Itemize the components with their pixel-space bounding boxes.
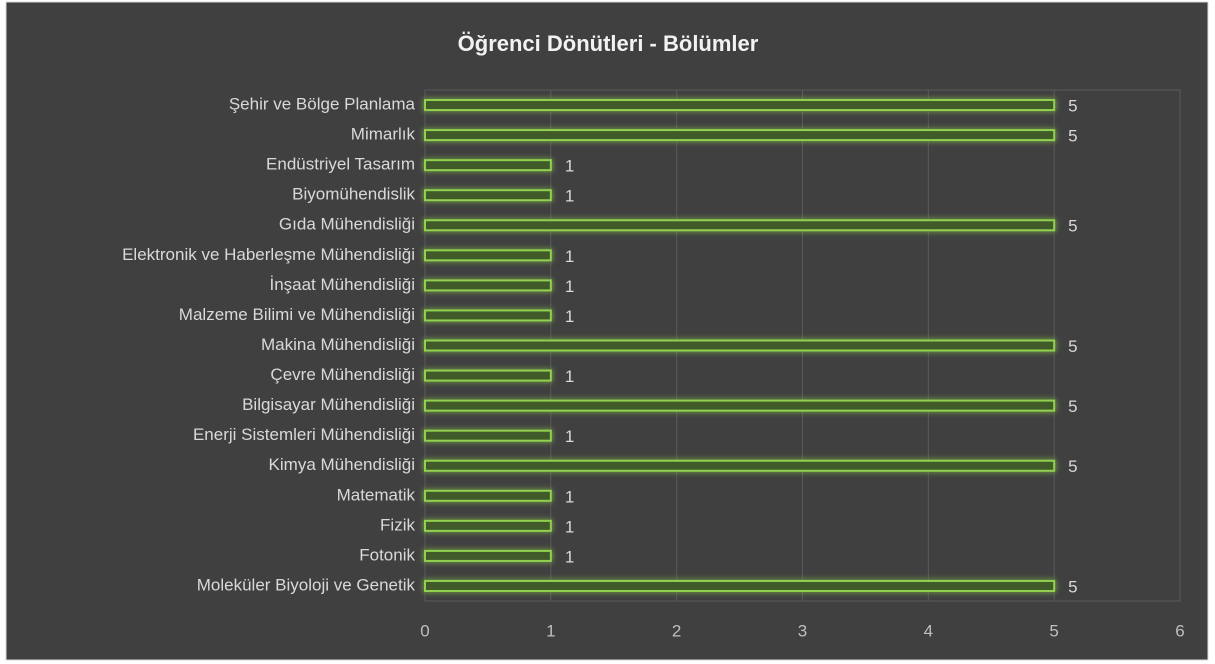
x-tick-label: 2 [672,621,681,640]
y-tick-label: Elektronik ve Haberleşme Mühendisliği [122,245,415,264]
data-label: 5 [1068,397,1077,416]
data-label: 1 [565,487,574,506]
data-label: 1 [565,277,574,296]
y-tick-label: Çevre Mühendisliği [270,365,415,384]
data-label: 5 [1068,217,1077,236]
x-tick-label: 0 [420,621,429,640]
bar [424,99,1056,112]
bar [424,399,1056,412]
chart-title: Öğrenci Dönütleri - Bölümler [458,31,759,56]
y-tick-label: Mimarlık [351,125,416,144]
bar [424,429,552,442]
x-tick-label: 3 [798,621,807,640]
y-tick-label: İnşaat Mühendisliği [269,275,415,294]
data-label: 1 [565,517,574,536]
bar [424,339,1056,352]
bar [424,579,1056,592]
data-label: 1 [565,247,574,266]
bar [424,549,552,562]
data-label: 1 [565,547,574,566]
data-label: 5 [1068,577,1077,596]
bar [424,489,552,502]
y-tick-label: Kimya Mühendisliği [269,455,415,474]
y-tick-label: Bilgisayar Mühendisliği [242,395,415,414]
data-label: 5 [1068,337,1077,356]
y-tick-label: Fizik [380,515,415,534]
bar [424,159,552,172]
y-tick-label: Enerji Sistemleri Mühendisliği [193,425,415,444]
data-label: 1 [565,367,574,386]
y-tick-label: Biyomühendislik [292,185,415,204]
bar [424,219,1056,232]
bar [424,369,552,382]
bar [424,189,552,202]
data-label: 1 [565,157,574,176]
bar [424,129,1056,142]
y-tick-label: Endüstriyel Tasarım [266,155,415,174]
bar [424,309,552,322]
data-label: 1 [565,427,574,446]
x-tick-label: 5 [1049,621,1058,640]
bar [424,519,552,532]
bar [424,249,552,262]
bar [424,279,552,292]
x-tick-label: 6 [1175,621,1184,640]
y-tick-label: Makina Mühendisliği [261,335,415,354]
x-tick-label: 4 [924,621,933,640]
data-label: 5 [1068,127,1077,146]
y-tick-label: Moleküler Biyoloji ve Genetik [197,575,416,594]
chart-background [5,1,1209,661]
y-tick-label: Malzeme Bilimi ve Mühendisliği [179,305,415,324]
x-tick-label: 1 [546,621,555,640]
data-label: 1 [565,307,574,326]
y-tick-label: Matematik [337,485,416,504]
data-label: 5 [1068,97,1077,116]
data-label: 1 [565,187,574,206]
y-tick-label: Şehir ve Bölge Planlama [229,95,416,114]
bar [424,459,1056,472]
data-label: 5 [1068,457,1077,476]
y-tick-label: Gıda Mühendisliği [279,215,415,234]
y-tick-label: Fotonik [359,545,415,564]
